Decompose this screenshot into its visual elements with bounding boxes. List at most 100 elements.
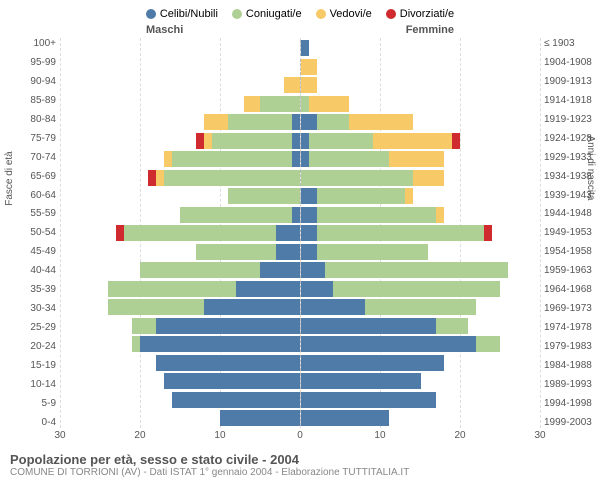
female-half [300, 59, 540, 75]
birthyear-label: 1944-1948 [544, 208, 594, 219]
pyramid-row [60, 392, 540, 408]
female-half [300, 299, 540, 315]
birthyear-label: 1959-1963 [544, 265, 594, 276]
pyramid-row [60, 96, 540, 112]
bar-segment [301, 77, 317, 93]
male-half [60, 133, 300, 149]
pyramid-row [60, 207, 540, 223]
birthyear-label: 1979-1983 [544, 341, 594, 352]
bar-segment [301, 299, 365, 315]
legend-item-divorced: Divorziati/e [386, 8, 454, 20]
bar-segment [108, 281, 236, 297]
bar-segment [204, 114, 228, 130]
pyramid-row [60, 262, 540, 278]
age-label: 40-44 [6, 265, 56, 276]
legend: Celibi/Nubili Coniugati/e Vedovi/e Divor… [6, 8, 594, 20]
bar-segment [292, 114, 300, 130]
age-label: 20-24 [6, 341, 56, 352]
age-label: 0-4 [6, 417, 56, 428]
bar-segment [436, 207, 444, 223]
age-label: 75-79 [6, 133, 56, 144]
bar-segment [405, 188, 413, 204]
birthyear-label: 1964-1968 [544, 284, 594, 295]
birthyear-label: ≤ 1903 [544, 38, 594, 49]
age-label: 30-34 [6, 303, 56, 314]
bar-segment [220, 410, 300, 426]
pyramid-row [60, 355, 540, 371]
male-half [60, 96, 300, 112]
x-tick-label: 30 [54, 430, 65, 441]
chart-title: Popolazione per età, sesso e stato civil… [10, 452, 590, 467]
female-half [300, 133, 540, 149]
bar-segment [292, 133, 300, 149]
bar-segment [301, 392, 436, 408]
bar-segment [172, 392, 300, 408]
bar-segment [333, 281, 500, 297]
bar-segment [436, 318, 468, 334]
bar-segment [373, 133, 453, 149]
age-label: 5-9 [6, 398, 56, 409]
bar-segment [124, 225, 276, 241]
male-half [60, 410, 300, 426]
female-half [300, 281, 540, 297]
pyramid-row [60, 318, 540, 334]
age-label: 55-59 [6, 208, 56, 219]
bar-segment [389, 151, 445, 167]
bar-segment [276, 225, 300, 241]
bar-segment [301, 410, 389, 426]
male-half [60, 59, 300, 75]
x-tick-label: 20 [454, 430, 465, 441]
age-label: 90-94 [6, 76, 56, 87]
bar-segment [244, 96, 260, 112]
bar-segment [140, 336, 300, 352]
y-axis-title-left: Fasce di età [4, 151, 15, 205]
birthyear-label: 1989-1993 [544, 379, 594, 390]
bar-segment [301, 114, 317, 130]
legend-label: Vedovi/e [330, 8, 372, 20]
bar-segment [317, 207, 437, 223]
birthyear-label: 1914-1918 [544, 95, 594, 106]
bar-segment [108, 299, 204, 315]
male-half [60, 40, 300, 56]
age-label: 10-14 [6, 379, 56, 390]
male-half [60, 355, 300, 371]
female-half [300, 244, 540, 260]
bar-segment [325, 262, 508, 278]
bar-segment [301, 318, 436, 334]
y-axis-title-right: Anni di nascita [585, 135, 596, 200]
female-half [300, 96, 540, 112]
bar-segment [301, 244, 317, 260]
male-half [60, 318, 300, 334]
female-half [300, 225, 540, 241]
pyramid-row [60, 59, 540, 75]
pyramid-row [60, 244, 540, 260]
pyramid-row [60, 225, 540, 241]
bar-segment [301, 188, 317, 204]
swatch-widowed [316, 9, 326, 19]
male-half [60, 281, 300, 297]
bar-segment [212, 133, 292, 149]
bar-segment [284, 77, 300, 93]
birthyear-label: 1969-1973 [544, 303, 594, 314]
female-half [300, 40, 540, 56]
bar-segment [301, 133, 309, 149]
bar-segment [116, 225, 124, 241]
female-label: Femmine [406, 24, 454, 36]
male-half [60, 77, 300, 93]
birthyear-label: 1974-1978 [544, 322, 594, 333]
female-half [300, 318, 540, 334]
age-label: 100+ [6, 38, 56, 49]
pyramid-row [60, 114, 540, 130]
bar-segment [204, 133, 212, 149]
bar-segment [349, 114, 413, 130]
male-half [60, 207, 300, 223]
bar-segment [132, 318, 156, 334]
birthyear-label: 1909-1913 [544, 76, 594, 87]
bar-segment [260, 262, 300, 278]
female-half [300, 410, 540, 426]
bar-segment [228, 114, 292, 130]
x-tick-label: 10 [374, 430, 385, 441]
female-half [300, 170, 540, 186]
swatch-married [232, 9, 242, 19]
bar-segment [317, 114, 349, 130]
